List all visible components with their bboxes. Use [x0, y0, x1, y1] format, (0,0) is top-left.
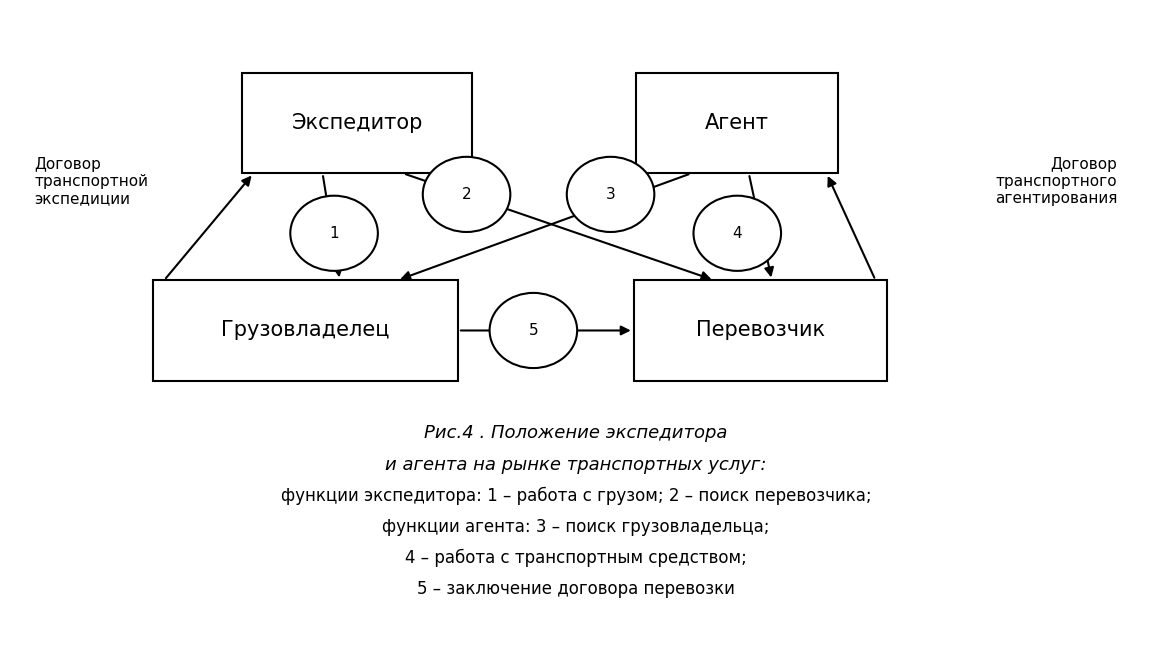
Text: 4: 4 — [733, 226, 742, 241]
Text: Агент: Агент — [705, 113, 770, 133]
FancyBboxPatch shape — [636, 73, 839, 173]
FancyBboxPatch shape — [152, 280, 457, 381]
FancyBboxPatch shape — [634, 280, 887, 381]
Ellipse shape — [290, 196, 378, 271]
Text: 5 – заключение договора перевозки: 5 – заключение договора перевозки — [417, 580, 735, 598]
Ellipse shape — [567, 157, 654, 232]
Text: Договор
транспортной
экспедиции: Договор транспортной экспедиции — [35, 157, 149, 206]
Text: 4 – работа с транспортным средством;: 4 – работа с транспортным средством; — [406, 549, 746, 567]
Text: Экспедитор: Экспедитор — [291, 113, 423, 133]
Text: 3: 3 — [606, 187, 615, 202]
Ellipse shape — [694, 196, 781, 271]
Text: функции агента: 3 – поиск грузовладельца;: функции агента: 3 – поиск грузовладельца… — [382, 518, 770, 536]
Ellipse shape — [423, 157, 510, 232]
Ellipse shape — [490, 293, 577, 368]
Text: Грузовладелец: Грузовладелец — [221, 321, 389, 340]
Text: и агента на рынке транспортных услуг:: и агента на рынке транспортных услуг: — [385, 456, 767, 474]
Text: 2: 2 — [462, 187, 471, 202]
Text: Договор
транспортного
агентирования: Договор транспортного агентирования — [995, 157, 1117, 206]
Text: 1: 1 — [329, 226, 339, 241]
Text: Перевозчик: Перевозчик — [696, 321, 825, 340]
FancyBboxPatch shape — [242, 73, 472, 173]
Text: 5: 5 — [529, 323, 538, 338]
Text: Рис.4 . Положение экспедитора: Рис.4 . Положение экспедитора — [424, 424, 728, 443]
Text: функции экспедитора: 1 – работа с грузом; 2 – поиск перевозчика;: функции экспедитора: 1 – работа с грузом… — [281, 487, 871, 505]
